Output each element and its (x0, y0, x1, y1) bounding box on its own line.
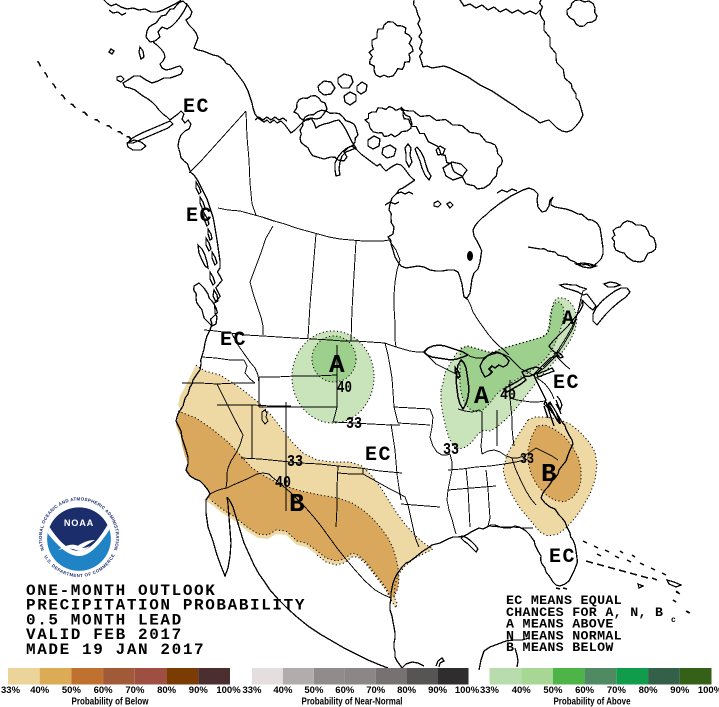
svg-text:60%: 60% (335, 685, 355, 696)
svg-text:40: 40 (500, 387, 516, 404)
svg-text:MADE 19 JAN 2017: MADE 19 JAN 2017 (26, 641, 205, 659)
svg-text:33%: 33% (480, 685, 500, 696)
svg-text:A MEANS ABOVE: A MEANS ABOVE (506, 617, 614, 632)
svg-text:B MEANS BELOW: B MEANS BELOW (506, 640, 614, 655)
svg-text:40: 40 (275, 474, 291, 493)
svg-text:EC MEANS EQUAL: EC MEANS EQUAL (506, 593, 622, 608)
svg-text:33: 33 (520, 451, 534, 468)
svg-text:EC: EC (183, 96, 210, 119)
svg-text:c: c (671, 616, 676, 625)
svg-text:33: 33 (443, 441, 459, 460)
svg-text:CHANCES FOR A, N, B: CHANCES FOR A, N, B (506, 605, 663, 620)
svg-text:40%: 40% (30, 685, 50, 696)
svg-text:EC: EC (186, 205, 213, 228)
svg-text:60%: 60% (94, 685, 114, 696)
svg-text:Probability of Below: Probability of Below (72, 696, 150, 707)
svg-text:VALID FEB 2017: VALID FEB 2017 (26, 626, 183, 644)
svg-text:100%: 100% (698, 685, 719, 696)
svg-text:0.5 MONTH LEAD: 0.5 MONTH LEAD (26, 611, 183, 629)
svg-text:70%: 70% (607, 685, 627, 696)
svg-text:50%: 50% (543, 685, 563, 696)
svg-text:80%: 80% (639, 685, 659, 696)
svg-text:50%: 50% (62, 685, 82, 696)
svg-text:A: A (474, 382, 489, 411)
svg-text:100%: 100% (216, 685, 241, 696)
svg-text:50%: 50% (304, 685, 324, 696)
svg-text:Probability of Above: Probability of Above (554, 696, 631, 707)
svg-text:EC: EC (365, 444, 392, 467)
svg-text:100%: 100% (455, 685, 480, 696)
svg-text:40: 40 (337, 379, 352, 398)
svg-text:90%: 90% (428, 685, 448, 696)
svg-text:33%: 33% (1, 685, 21, 696)
svg-text:Probability of Near-Normal: Probability of Near-Normal (302, 696, 403, 707)
svg-text:40%: 40% (512, 685, 532, 696)
svg-text:A: A (562, 308, 574, 331)
svg-text:EC: EC (553, 372, 580, 395)
svg-text:B: B (541, 459, 557, 489)
svg-text:NOAA: NOAA (64, 518, 94, 528)
svg-text:ONE-MONTH OUTLOOK: ONE-MONTH OUTLOOK (26, 582, 216, 600)
svg-text:80%: 80% (157, 685, 177, 696)
svg-text:N MEANS NORMAL: N MEANS NORMAL (506, 628, 622, 643)
svg-text:90%: 90% (670, 685, 690, 696)
svg-text:70%: 70% (125, 685, 145, 696)
svg-text:33%: 33% (242, 685, 262, 696)
svg-text:B: B (289, 489, 305, 519)
svg-text:EC: EC (220, 329, 247, 352)
svg-text:33: 33 (346, 415, 362, 434)
svg-text:EC: EC (549, 546, 576, 569)
svg-text:90%: 90% (189, 685, 209, 696)
svg-text:60%: 60% (575, 685, 595, 696)
svg-text:A: A (329, 350, 345, 380)
svg-text:PRECIPITATION PROBABILITY: PRECIPITATION PROBABILITY (26, 597, 306, 615)
svg-text:70%: 70% (366, 685, 386, 696)
svg-text:33: 33 (287, 453, 303, 472)
svg-text:40%: 40% (273, 685, 293, 696)
svg-text:80%: 80% (397, 685, 417, 696)
